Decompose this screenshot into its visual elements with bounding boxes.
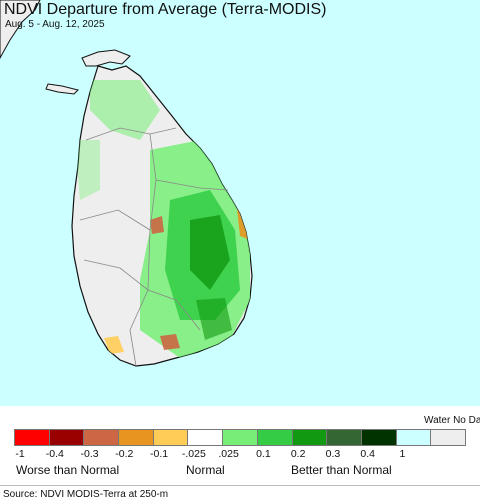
legend-better-label: Better than Normal [291,463,392,477]
legend-tick-label: 0.2 [290,448,306,460]
ndvi-anomaly-layer [75,80,250,358]
swatch-minus-0.3 [83,429,120,446]
legend-color-bar [14,429,466,446]
swatch-0.025 [222,429,258,446]
legend-ticks: -1 -0.4 -0.3 -0.2 -0.1 -.025 .025 0.1 0.2 0.3 0.4 1 [0,448,480,462]
swatch-normal [187,429,224,446]
swatch-no-data [430,429,466,446]
swatch-0.3 [326,429,362,446]
map-area [0,0,480,406]
sri-lanka-map [0,0,253,367]
legend-tick-label: 0.3 [325,448,341,460]
swatch-0.1 [256,429,293,446]
swatch-water [395,429,432,446]
swatch-minus-0.4 [48,429,85,446]
legend-tick-label: 1 [399,448,406,460]
legend-tick-label: -0.1 [150,448,169,460]
legend-tick-label: 0.4 [360,448,375,460]
swatch-0.4 [360,429,397,446]
legend-tick-label: -0.4 [45,448,64,460]
legend-worse-label: Worse than Normal [16,463,120,477]
legend-tick-label: -1 [15,448,25,460]
mannar-island [45,83,79,95]
legend-tick-label: .025 [218,448,239,460]
swatch-below-minus-0.4 [14,429,50,446]
jaffna-peninsula [81,49,131,67]
legend-tick-label: 0.1 [256,448,271,460]
date-range: Aug. 5 - Aug. 12, 2025 [5,19,105,30]
legend-tick-label: -0.2 [115,448,134,460]
source-note: Source: NDVI MODIS-Terra at 250-m [0,485,480,502]
province-boundaries [79,127,229,367]
swatch-minus-0.2 [118,429,154,446]
legend-water-nodata-label: Water No Data [424,415,480,426]
swatch-0.2 [291,429,328,446]
map-title: NDVI Departure from Average (Terra-MODIS… [4,1,327,18]
legend-tick-label: -0.3 [80,448,99,460]
india-coast [0,0,41,60]
legend-tick-label: -.025 [181,448,206,460]
legend-normal-label: Normal [186,463,225,477]
swatch-minus-0.1 [152,429,189,446]
